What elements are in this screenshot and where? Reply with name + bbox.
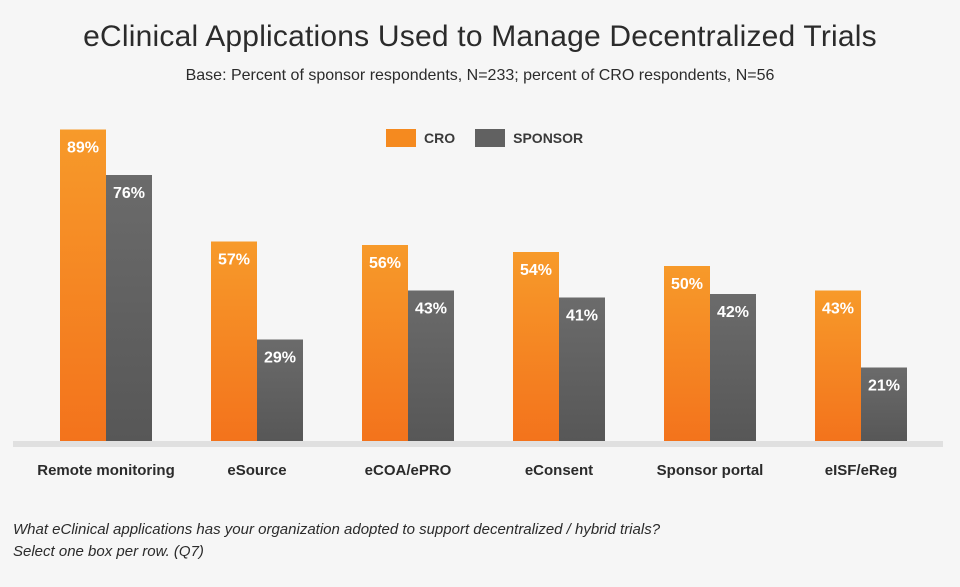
bar-sponsor [408,290,454,441]
data-label-cro: 43% [822,301,854,318]
data-label-sponsor: 41% [566,308,598,325]
bar-sponsor [861,367,907,441]
bar-cro [211,241,257,441]
bar-cro [815,290,861,441]
baseline [13,441,943,447]
legend-item-cro: CRO [386,129,455,147]
bar-cro [60,129,106,441]
chart-title: eClinical Applications Used to Manage De… [83,20,877,53]
legend-swatch-cro [386,129,416,147]
data-label-cro: 89% [67,140,99,157]
data-label-cro: 57% [218,252,250,269]
data-label-sponsor: 76% [113,185,145,202]
category-label: Sponsor portal [657,462,764,479]
legend-label-sponsor: SPONSOR [513,130,584,146]
data-label-sponsor: 21% [868,378,900,395]
category-label: eCOA/ePRO [365,462,452,479]
footnote-instruction: Select one box per row. (Q7) [13,543,204,560]
bar-chart: 89% 76% 57% 29% 56% 43% 54% 41% 50% 42% 43% 21% Rem… [13,129,943,479]
bar-sponsor [106,175,152,441]
category-label: Remote monitoring [37,462,175,479]
category-labels: Remote monitoring eSource eCOA/ePRO eConsen… [37,462,897,479]
bar-cro [513,252,559,441]
data-label-cro: 50% [671,276,703,293]
data-label-sponsor: 42% [717,304,749,321]
data-label-cro: 56% [369,255,401,272]
legend-item-sponsor: SPONSOR [475,129,583,147]
data-label-sponsor: 29% [264,350,296,367]
data-label-cro: 54% [520,262,552,279]
data-label-sponsor: 43% [415,301,447,318]
bar-sponsor [710,294,756,441]
legend-swatch-sponsor [475,129,506,147]
legend-label-cro: CRO [424,130,456,146]
category-label: eISF/eReg [825,462,898,479]
bar-cro [362,245,408,441]
footnote: What eClinical applications has your org… [13,519,660,563]
chart-subtitle: Base: Percent of sponsor respondents, N=… [185,67,775,84]
legend: CRO SPONSOR [386,129,603,147]
bars-group: 89% 76% 57% 29% 56% 43% 54% 41% 50% 42% 43% 21% [60,129,907,441]
bar-sponsor [257,339,303,441]
category-label: eSource [227,462,286,479]
bar-sponsor [559,297,605,441]
bar-cro [664,266,710,441]
footnote-question: What eClinical applications has your org… [13,521,661,538]
category-label: eConsent [525,462,593,479]
